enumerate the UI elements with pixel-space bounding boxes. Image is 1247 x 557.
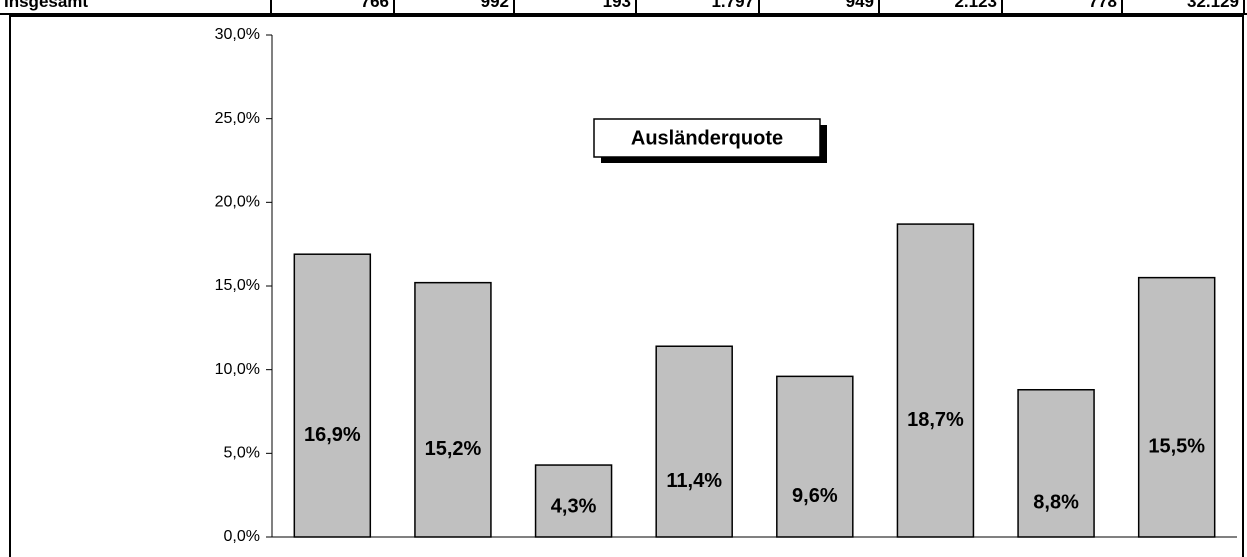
y-tick-label: 25,0% bbox=[215, 110, 260, 127]
table-cell: 32.129 bbox=[1123, 0, 1245, 13]
table-cell: 2.123 bbox=[880, 0, 1003, 13]
table-cell: 992 bbox=[395, 0, 515, 13]
value-label: 4,3% bbox=[551, 495, 597, 517]
table-cell: 949 bbox=[760, 0, 880, 13]
chart-title: Ausländerquote bbox=[631, 127, 783, 149]
value-label: 15,2% bbox=[425, 438, 482, 460]
table-cell: Insgesamt bbox=[0, 0, 272, 13]
table-cell: 778 bbox=[1003, 0, 1123, 13]
bar bbox=[1137, 276, 1216, 538]
table-cell: 1.797 bbox=[637, 0, 760, 13]
bar bbox=[534, 464, 613, 538]
bar bbox=[293, 253, 372, 538]
y-tick-label: 0,0% bbox=[224, 528, 260, 545]
bar bbox=[655, 345, 733, 538]
y-tick-label: 5,0% bbox=[224, 445, 260, 462]
title-box bbox=[593, 118, 821, 158]
table-cell: 193 bbox=[515, 0, 637, 13]
y-tick-label: 15,0% bbox=[215, 277, 260, 294]
y-tick-label: 30,0% bbox=[215, 26, 260, 43]
value-label: 18,7% bbox=[907, 409, 964, 431]
table-row: Insgesamt 766 992 193 1.797 949 2.123 778 32.129 bbox=[0, 0, 1247, 15]
value-label: 15,5% bbox=[1148, 436, 1205, 458]
bar bbox=[776, 375, 854, 538]
value-label: 9,6% bbox=[792, 485, 838, 507]
value-label: 8,8% bbox=[1033, 492, 1079, 514]
bar bbox=[414, 281, 492, 538]
bar bbox=[1017, 388, 1095, 538]
y-tick-label: 10,0% bbox=[215, 361, 260, 378]
bar bbox=[896, 223, 975, 538]
value-label: 11,4% bbox=[666, 470, 722, 492]
value-label: 16,9% bbox=[304, 424, 361, 446]
y-tick-label: 20,0% bbox=[215, 194, 260, 211]
table-cell: 766 bbox=[272, 0, 395, 13]
chart-frame bbox=[9, 15, 1244, 557]
